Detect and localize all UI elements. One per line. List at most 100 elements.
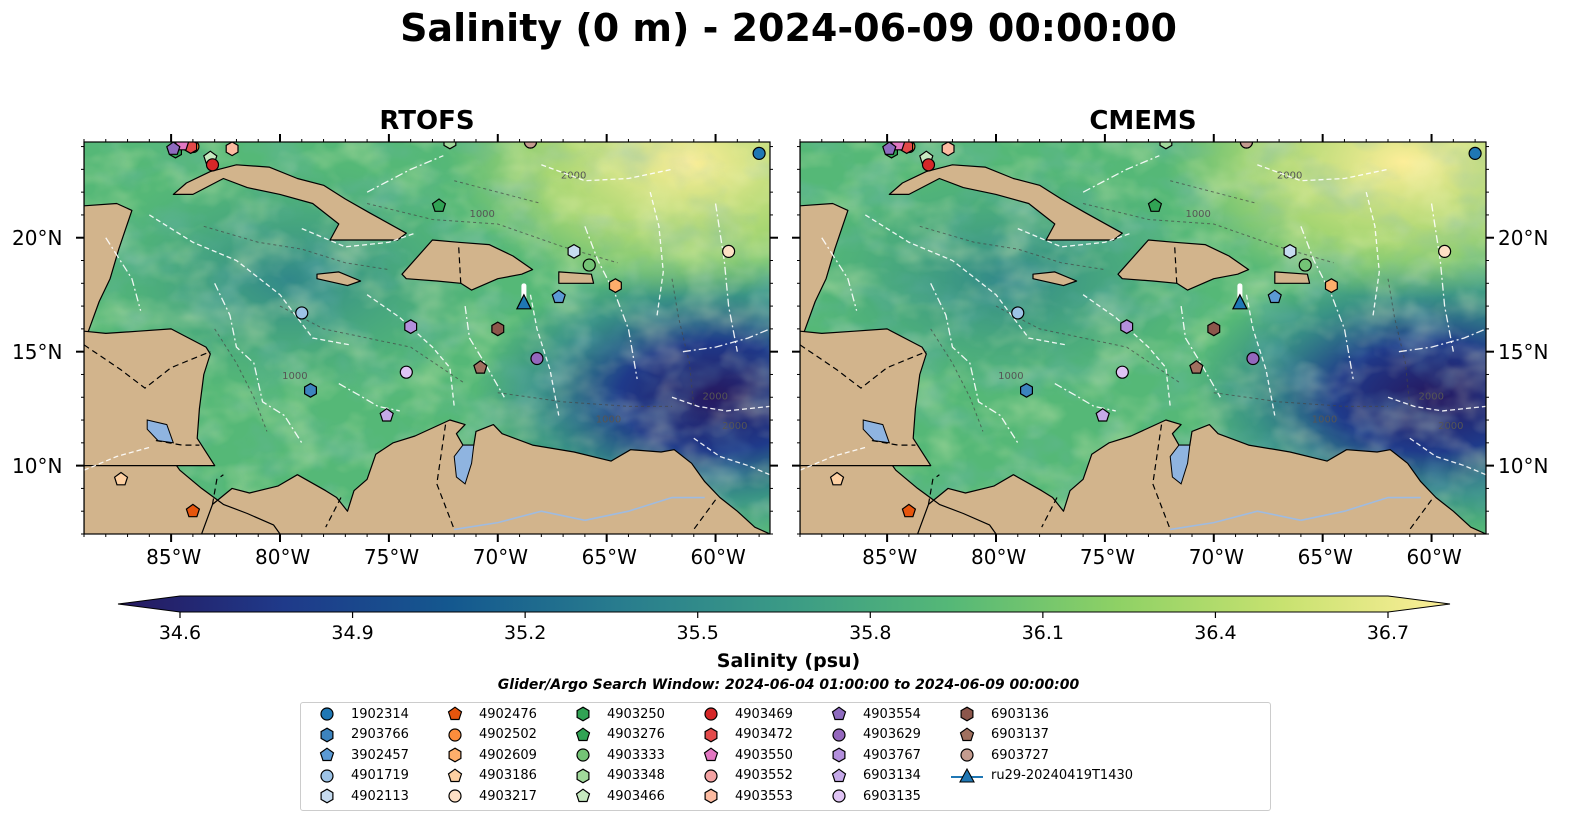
float-marker-4902476 <box>901 503 917 518</box>
legend-label: 6903136 <box>991 706 1049 722</box>
legend-label: 4903552 <box>735 768 793 783</box>
lon-tick-label: 85°W <box>146 545 202 569</box>
legend-item-4903472: 4903472 <box>693 725 793 745</box>
legend-item-4901719: 4901719 <box>309 766 409 786</box>
legend-label: 4903767 <box>863 747 921 763</box>
legend-label: 4903186 <box>479 768 537 783</box>
legend-marker <box>320 707 334 721</box>
legend-label: 4902476 <box>479 706 537 722</box>
legend-marker-shape <box>448 747 462 763</box>
float-marker-4903333 <box>1298 258 1312 272</box>
legend-marker <box>959 726 975 741</box>
lon-tick-label: 70°W <box>472 545 528 569</box>
legend-label: 4902113 <box>351 788 409 804</box>
legend-label: 4902502 <box>479 727 537 742</box>
legend-marker-shape <box>704 788 718 804</box>
legend-marker <box>951 767 983 783</box>
legend-marker-shape <box>832 747 846 763</box>
lon-tick-label: 65°W <box>581 545 637 569</box>
legend-marker <box>576 768 590 783</box>
float-marker-4903348 <box>1159 142 1173 150</box>
float-marker-4902113 <box>567 243 581 259</box>
legend-marker-shape <box>575 788 591 803</box>
float-marker-4903276 <box>431 198 447 212</box>
legend-label: 6903727 <box>991 747 1049 763</box>
contour-label: 1000 <box>1312 414 1337 425</box>
float-marker-4903217 <box>1438 244 1452 258</box>
float-marker-6903727 <box>523 142 538 149</box>
eez-boundaries <box>800 155 1486 476</box>
cmems-map-frame <box>799 141 1487 535</box>
float-marker-4903348 <box>443 142 457 150</box>
rtofs-axis-ticks <box>76 134 778 542</box>
float-marker-6903135 <box>399 365 413 379</box>
float-marker-4903217 <box>722 244 736 258</box>
legend: 1902314 2903766 3902457 4901719 4902113 49024… <box>300 702 1271 811</box>
legend-marker <box>703 747 719 762</box>
lon-tick-label: 60°W <box>690 545 746 569</box>
float-marker-4903767 <box>404 319 418 335</box>
lon-tick-label: 80°W <box>255 545 311 569</box>
float-marker-4902113 <box>1283 243 1297 259</box>
float-marker-6903137 <box>1189 360 1204 374</box>
colorbar-tick-label: 34.6 <box>158 622 202 644</box>
panel-title-cmems: CMEMS <box>1089 106 1197 136</box>
legend-label: 4903276 <box>607 727 665 742</box>
legend-marker <box>575 788 591 803</box>
legend-item-4902609: 4902609 <box>437 745 537 765</box>
legend-label: 1902314 <box>351 706 409 722</box>
legend-item-4902502: 4902502 <box>437 725 537 745</box>
legend-label: 4903554 <box>863 706 921 722</box>
legend-marker <box>704 707 718 721</box>
contour-label: 1000 <box>1185 209 1210 220</box>
float-marker-4903629 <box>530 351 544 366</box>
legend-label: 4903472 <box>735 727 793 742</box>
legend-item-4903217: 4903217 <box>437 786 537 806</box>
legend-marker <box>575 726 591 741</box>
legend-item-4902113: 4902113 <box>309 786 409 806</box>
float-marker-6903136 <box>1207 321 1221 337</box>
legend-marker <box>320 768 334 783</box>
legend-marker <box>448 789 462 803</box>
float-marker-3902457 <box>1267 289 1282 304</box>
legend-marker <box>704 727 718 742</box>
legend-label: 4903466 <box>607 788 665 804</box>
legend-marker <box>576 706 590 722</box>
legend-item-6903136: 6903136 <box>949 704 1049 724</box>
lat-tick-label: 20°N <box>1498 225 1549 250</box>
float-marker-6903135 <box>1115 365 1129 379</box>
legend-marker <box>832 789 846 803</box>
float-marker-4903186 <box>829 471 845 486</box>
legend-marker-shape <box>704 707 718 721</box>
legend-item-4903553: 4903553 <box>693 786 793 806</box>
legend-marker-shape <box>320 707 334 721</box>
legend-marker-shape <box>960 748 974 762</box>
legend-marker-shape <box>703 747 719 762</box>
lat-tick-label: 15°N <box>1498 339 1549 364</box>
legend-item-4903276: 4903276 <box>565 725 665 745</box>
float-marker-4901719 <box>1011 306 1025 320</box>
legend-marker-shape <box>448 789 462 803</box>
legend-marker <box>832 727 846 742</box>
legend-label: 4903469 <box>735 706 793 722</box>
float-marker-2903766 <box>304 382 317 398</box>
legend-marker-shape <box>576 768 590 783</box>
legend-marker <box>960 748 974 762</box>
legend-marker <box>448 747 462 763</box>
legend-item-6903135: 6903135 <box>821 786 921 806</box>
legend-item-2903766: 2903766 <box>309 725 409 745</box>
cmems-axis-ticks <box>792 134 1494 542</box>
legend-item-4903629: 4903629 <box>821 725 921 745</box>
float-marker-2903766 <box>1019 382 1034 398</box>
legend-marker-shape <box>832 727 846 742</box>
contour-label: 2000 <box>1418 392 1443 403</box>
float-marker-4901719 <box>295 306 309 320</box>
contour-label: 2000 <box>1438 421 1463 432</box>
float-marker-4903553 <box>225 142 239 157</box>
contour-label: 1000 <box>596 414 621 425</box>
lat-tick-label: 20°N <box>12 225 63 250</box>
